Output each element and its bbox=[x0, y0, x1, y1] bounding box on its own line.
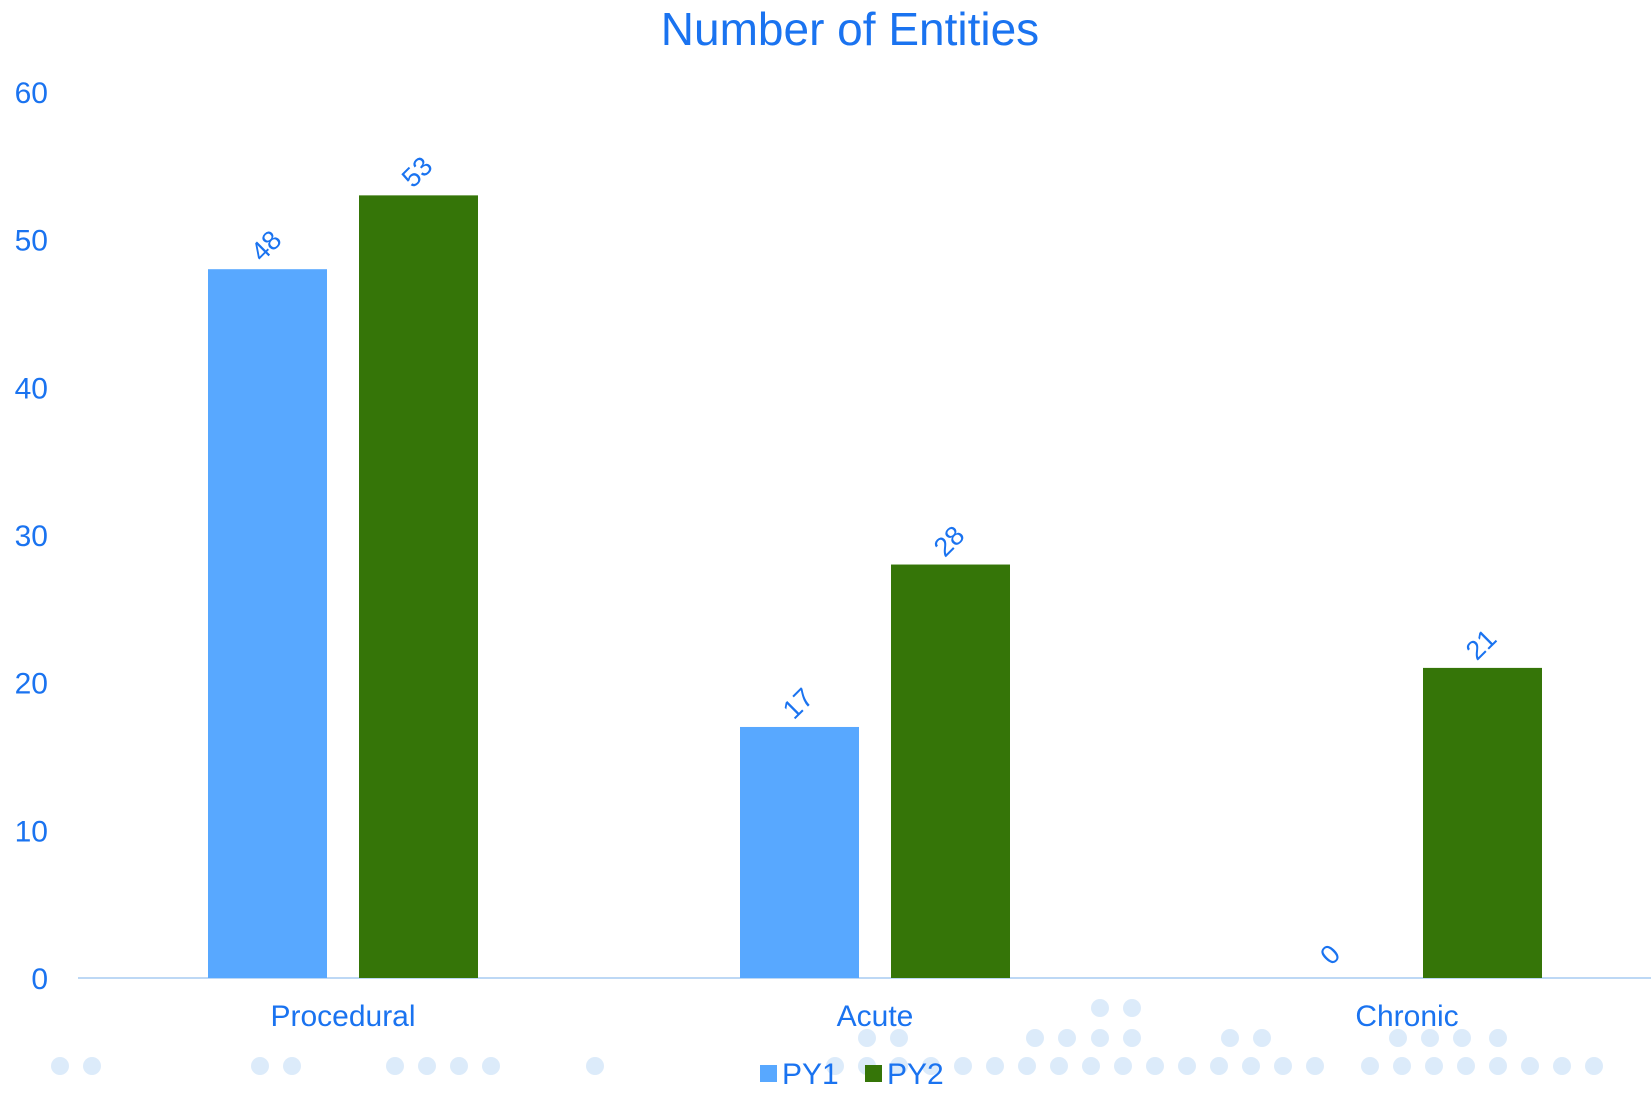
background-dot bbox=[1489, 1029, 1507, 1047]
background-dot bbox=[1361, 1057, 1379, 1075]
background-dot bbox=[1489, 1057, 1507, 1075]
data-label: 17 bbox=[777, 682, 819, 724]
legend: PY1 PY2 bbox=[760, 1058, 944, 1091]
y-axis: 0 10 20 30 40 50 60 bbox=[15, 77, 48, 996]
data-label: 21 bbox=[1460, 623, 1502, 665]
background-dot bbox=[1457, 1057, 1475, 1075]
background-dot bbox=[1210, 1057, 1228, 1075]
data-label: 53 bbox=[396, 151, 438, 193]
background-dot bbox=[1058, 1029, 1076, 1047]
background-dot bbox=[890, 1057, 908, 1075]
background-dot bbox=[450, 1057, 468, 1075]
background-dot bbox=[1242, 1057, 1260, 1075]
background-dot bbox=[1393, 1057, 1411, 1075]
background-dot bbox=[1091, 999, 1109, 1017]
bar-py2-procedural bbox=[359, 195, 478, 978]
background-dot bbox=[386, 1057, 404, 1075]
data-label: 28 bbox=[928, 520, 970, 562]
legend-swatch-py1 bbox=[760, 1065, 777, 1082]
background-dot bbox=[858, 1029, 876, 1047]
background-dot bbox=[1050, 1057, 1068, 1075]
background-dot bbox=[283, 1057, 301, 1075]
bar-py1-acute bbox=[740, 726, 859, 978]
background-dot bbox=[83, 1057, 101, 1075]
background-dot bbox=[922, 1057, 940, 1075]
y-tick-label: 40 bbox=[15, 372, 48, 405]
background-dot bbox=[1585, 1057, 1603, 1075]
y-tick-label: 60 bbox=[15, 77, 48, 110]
background-dot bbox=[1453, 1029, 1471, 1047]
background-dot bbox=[1521, 1057, 1539, 1075]
x-tick-label: Chronic bbox=[1355, 1000, 1458, 1033]
background-dot bbox=[1146, 1057, 1164, 1075]
background-dot bbox=[1553, 1057, 1571, 1075]
background-dot bbox=[1026, 1029, 1044, 1047]
background-dot bbox=[1114, 1057, 1132, 1075]
background-dot bbox=[826, 1057, 844, 1075]
y-tick-label: 20 bbox=[15, 668, 48, 701]
background-dot bbox=[1389, 1029, 1407, 1047]
bars-group: 48 53 17 28 0 21 bbox=[208, 151, 1542, 978]
background-dot bbox=[418, 1057, 436, 1075]
x-axis: Procedural Acute Chronic bbox=[270, 1000, 1458, 1033]
background-dot bbox=[1306, 1057, 1324, 1075]
data-label: 48 bbox=[245, 225, 287, 267]
decorative-dot-pattern bbox=[51, 999, 1603, 1075]
background-dot bbox=[51, 1057, 69, 1075]
background-dot bbox=[1221, 1029, 1239, 1047]
background-dot bbox=[1425, 1057, 1443, 1075]
background-dot bbox=[586, 1057, 604, 1075]
background-dot bbox=[1253, 1029, 1271, 1047]
background-dot bbox=[251, 1057, 269, 1075]
background-dot bbox=[1123, 999, 1141, 1017]
background-dot bbox=[1018, 1057, 1036, 1075]
data-label: 0 bbox=[1314, 939, 1346, 971]
background-dot bbox=[1091, 1029, 1109, 1047]
y-tick-label: 50 bbox=[15, 225, 48, 258]
background-dot bbox=[1421, 1029, 1439, 1047]
background-dot bbox=[1082, 1057, 1100, 1075]
background-dot bbox=[954, 1057, 972, 1075]
background-dot bbox=[1178, 1057, 1196, 1075]
y-tick-label: 10 bbox=[15, 815, 48, 848]
chart-title: Number of Entities bbox=[661, 3, 1039, 55]
y-tick-label: 30 bbox=[15, 520, 48, 553]
bar-py1-procedural bbox=[208, 269, 327, 978]
background-dot bbox=[482, 1057, 500, 1075]
background-dot bbox=[1123, 1029, 1141, 1047]
legend-label-py1: PY1 bbox=[782, 1058, 839, 1088]
bar-py2-acute bbox=[891, 564, 1010, 978]
y-tick-label: 0 bbox=[31, 963, 48, 996]
legend-swatch-py2 bbox=[865, 1065, 882, 1082]
x-tick-label: Acute bbox=[837, 1000, 914, 1033]
background-dot bbox=[986, 1057, 1004, 1075]
x-tick-label: Procedural bbox=[270, 1000, 415, 1033]
background-dot bbox=[890, 1029, 908, 1047]
legend-label-py2: PY2 bbox=[887, 1058, 944, 1088]
bar-py2-chronic bbox=[1423, 667, 1542, 978]
background-dot bbox=[1274, 1057, 1292, 1075]
